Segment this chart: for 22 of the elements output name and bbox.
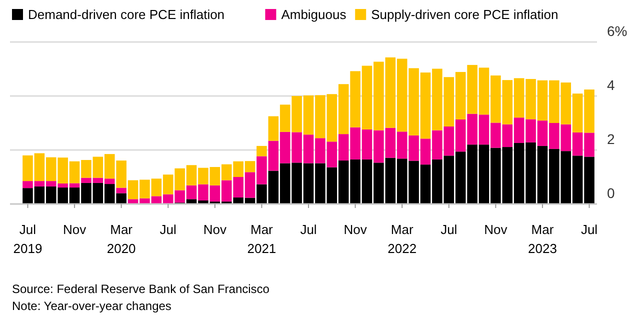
- y-tick-label: 6%: [607, 23, 628, 39]
- x-tick-label: Nov: [62, 222, 87, 237]
- source-note: Source: Federal Reserve Bank of San Francisco: [12, 282, 270, 296]
- legend-label: Ambiguous: [281, 7, 347, 22]
- x-tick-label: Mar 2022: [388, 222, 417, 256]
- x-tick-label: Mar 2021: [247, 222, 276, 256]
- x-tick-label: Jul 2019: [13, 222, 42, 256]
- x-tick-label: Nov: [344, 222, 368, 237]
- x-tick-label: Mar 2020: [106, 222, 136, 256]
- x-tick-label: Nov: [203, 222, 227, 237]
- text: Note: Year-over-year changes: [12, 299, 172, 313]
- x-tick-label: Jul: [300, 222, 317, 237]
- x-tick-label: Mar 2023: [528, 222, 557, 256]
- y-tick-label: 0: [607, 185, 615, 201]
- x-tick-label: Jul: [160, 222, 177, 237]
- y-tick-label: 4: [607, 77, 615, 93]
- x-tick-label: Jul: [440, 222, 458, 237]
- legend-label: Demand-driven core PCE inflation: [28, 7, 225, 22]
- x-tick-label: Jul: [580, 222, 598, 237]
- legend-label: Supply-driven core PCE inflation: [371, 7, 558, 22]
- x-tick-label: Nov: [484, 222, 508, 237]
- y-tick-label: 2: [607, 131, 615, 147]
